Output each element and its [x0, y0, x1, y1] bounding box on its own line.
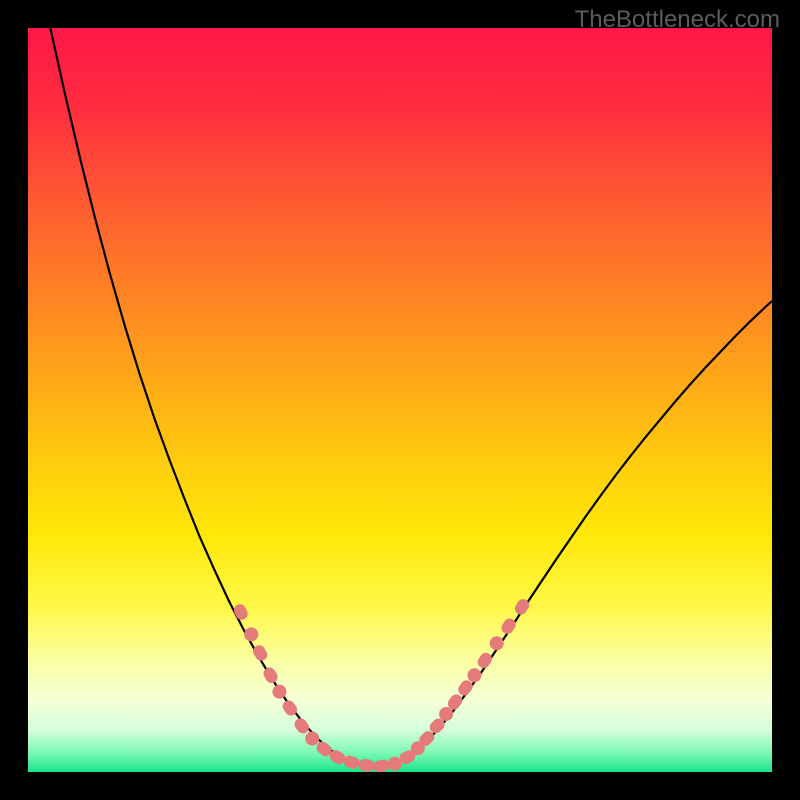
gradient-background	[28, 28, 772, 772]
watermark-label: TheBottleneck.com	[575, 6, 780, 34]
bottleneck-chart	[28, 28, 772, 772]
plot-frame	[28, 28, 772, 772]
